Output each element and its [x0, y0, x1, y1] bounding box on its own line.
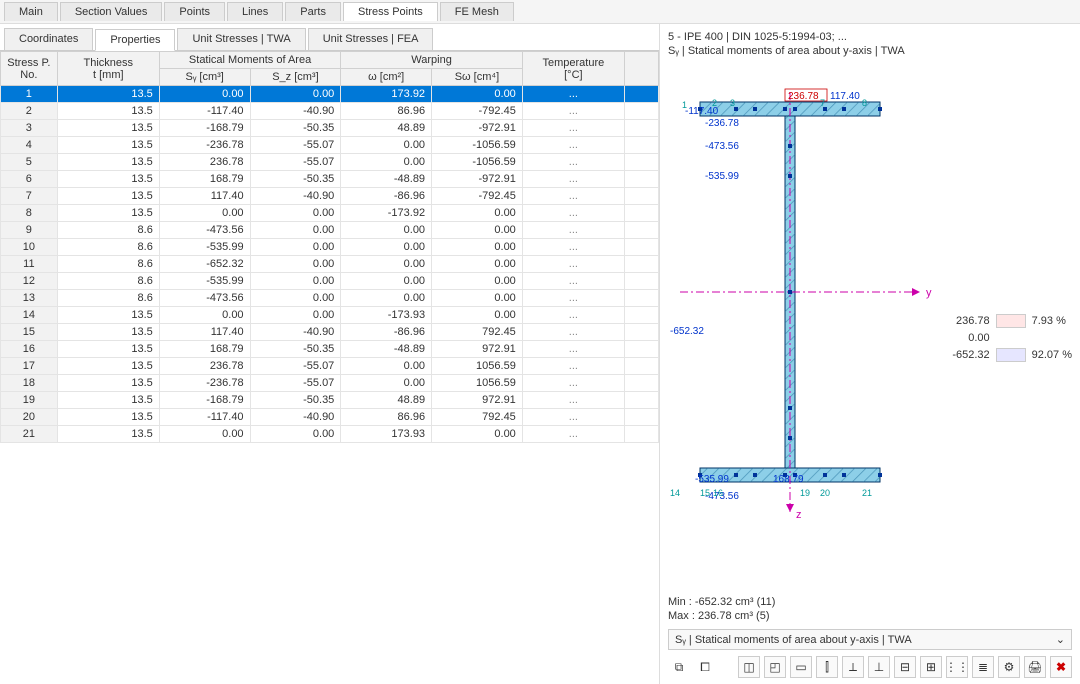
- table-row[interactable]: 213.5-117.40-40.9086.96-792.45...: [1, 103, 659, 120]
- table-row[interactable]: 113.50.000.00173.920.00...: [1, 86, 659, 103]
- table-row[interactable]: 138.6-473.560.000.000.00...: [1, 290, 659, 307]
- toolbar-button[interactable]: ⧉: [668, 656, 690, 678]
- toolbar-button-8[interactable]: ⋮⋮: [946, 656, 968, 678]
- toolbar-button[interactable]: ⧠: [694, 656, 716, 678]
- table-row[interactable]: 513.5236.78-55.070.00-1056.59...: [1, 154, 659, 171]
- svg-text:19: 19: [800, 488, 810, 498]
- top-tab-main[interactable]: Main: [4, 2, 58, 21]
- toolbar-button-12[interactable]: ✖: [1050, 656, 1072, 678]
- table-row[interactable]: 1713.5236.78-55.070.001056.59...: [1, 358, 659, 375]
- table-row[interactable]: 1813.5-236.78-55.070.001056.59...: [1, 375, 659, 392]
- svg-text:-535.99: -535.99: [705, 171, 739, 182]
- toolbar-button-3[interactable]: ⫿: [816, 656, 838, 678]
- table-row[interactable]: 118.6-652.320.000.000.00...: [1, 256, 659, 273]
- toolbar-button-7[interactable]: ⊞: [920, 656, 942, 678]
- sub-tab-3[interactable]: Unit Stresses | FEA: [308, 28, 434, 50]
- toolbar-button-9[interactable]: ≣: [972, 656, 994, 678]
- table-row[interactable]: 1613.5168.79-50.35-48.89972.91...: [1, 341, 659, 358]
- sub-tab-1[interactable]: Properties: [95, 29, 175, 51]
- svg-text:168.79: 168.79: [773, 474, 804, 485]
- toolbar-button-0[interactable]: ◫: [738, 656, 760, 678]
- svg-text:117.40: 117.40: [830, 91, 860, 102]
- diagram-area: yz-117.40236.78117.40-236.78-473.56-535.…: [668, 64, 1072, 589]
- svg-text:-535.99: -535.99: [695, 474, 729, 485]
- top-tab-points[interactable]: Points: [164, 2, 225, 21]
- legend: 236.787.93 %0.00-652.3292.07 %: [940, 314, 1072, 366]
- left-panel: CoordinatesPropertiesUnit Stresses | TWA…: [0, 24, 660, 684]
- svg-text:7: 7: [820, 98, 825, 108]
- toolbar-button-6[interactable]: ⊟: [894, 656, 916, 678]
- result-dropdown[interactable]: Sᵧ | Statical moments of area about y-ax…: [668, 629, 1072, 650]
- svg-text:2: 2: [712, 98, 717, 108]
- sub-tab-0[interactable]: Coordinates: [4, 28, 93, 50]
- top-tab-lines[interactable]: Lines: [227, 2, 283, 21]
- svg-text:16: 16: [713, 488, 723, 498]
- toolbar-button-1[interactable]: ◰: [764, 656, 786, 678]
- toolbar-button-4[interactable]: ⟂: [842, 656, 864, 678]
- table-row[interactable]: 613.5168.79-50.35-48.89-972.91...: [1, 171, 659, 188]
- main-area: CoordinatesPropertiesUnit Stresses | TWA…: [0, 24, 1080, 684]
- svg-text:1: 1: [682, 100, 687, 110]
- section-title: 5 - IPE 400 | DIN 1025-5:1994-03; ...: [668, 30, 1072, 44]
- svg-text:21: 21: [862, 488, 872, 498]
- toolbar-button-11[interactable]: 🖨: [1024, 656, 1046, 678]
- min-max: Min : -652.32 cm³ (11) Max : 236.78 cm³ …: [668, 595, 1072, 623]
- toolbar-button-2[interactable]: ▭: [790, 656, 812, 678]
- svg-text:236.78: 236.78: [788, 91, 819, 102]
- table-row[interactable]: 2113.50.000.00173.930.00...: [1, 426, 659, 443]
- svg-text:14: 14: [670, 488, 680, 498]
- chevron-down-icon: ⌄: [1056, 633, 1065, 646]
- bottom-toolbar: ⧉⧠ ◫◰▭⫿⟂⊥⊟⊞⋮⋮≣⚙🖨✖: [668, 654, 1072, 680]
- table-row[interactable]: 713.5117.40-40.90-86.96-792.45...: [1, 188, 659, 205]
- top-tab-parts[interactable]: Parts: [285, 2, 341, 21]
- section-subtitle: Sᵧ | Statical moments of area about y-ax…: [668, 44, 1072, 58]
- table-row[interactable]: 98.6-473.560.000.000.00...: [1, 222, 659, 239]
- stress-points-table: Stress P.No.Thicknesst [mm]Statical Mome…: [0, 51, 659, 443]
- top-tab-stress-points[interactable]: Stress Points: [343, 2, 438, 21]
- svg-text:20: 20: [820, 488, 830, 498]
- right-panel: 5 - IPE 400 | DIN 1025-5:1994-03; ... Sᵧ…: [660, 24, 1080, 684]
- svg-text:3: 3: [730, 98, 735, 108]
- table-row[interactable]: 108.6-535.990.000.000.00...: [1, 239, 659, 256]
- svg-text:z: z: [796, 509, 802, 521]
- sub-tab-2[interactable]: Unit Stresses | TWA: [177, 28, 305, 50]
- table-row[interactable]: 813.50.000.00-173.920.00...: [1, 205, 659, 222]
- top-tab-section-values[interactable]: Section Values: [60, 2, 163, 21]
- sub-tabs: CoordinatesPropertiesUnit Stresses | TWA…: [0, 24, 659, 51]
- svg-text:8: 8: [862, 98, 867, 108]
- table-row[interactable]: 313.5-168.79-50.3548.89-972.91...: [1, 120, 659, 137]
- top-tab-fe-mesh[interactable]: FE Mesh: [440, 2, 514, 21]
- table-row[interactable]: 1413.50.000.00-173.930.00...: [1, 307, 659, 324]
- svg-text:15: 15: [700, 488, 710, 498]
- table-row[interactable]: 128.6-535.990.000.000.00...: [1, 273, 659, 290]
- min-line: Min : -652.32 cm³ (11): [668, 595, 1072, 609]
- svg-text:-652.32: -652.32: [670, 326, 704, 337]
- svg-text:y: y: [926, 287, 932, 299]
- table-row[interactable]: 413.5-236.78-55.070.00-1056.59...: [1, 137, 659, 154]
- svg-text:-236.78: -236.78: [705, 118, 739, 129]
- top-tabs: MainSection ValuesPointsLinesPartsStress…: [0, 0, 1080, 24]
- toolbar-button-10[interactable]: ⚙: [998, 656, 1020, 678]
- svg-text:-473.56: -473.56: [705, 141, 739, 152]
- table-row[interactable]: 2013.5-117.40-40.9086.96792.45...: [1, 409, 659, 426]
- toolbar-button-5[interactable]: ⊥: [868, 656, 890, 678]
- table-row[interactable]: 1913.5-168.79-50.3548.89972.91...: [1, 392, 659, 409]
- max-line: Max : 236.78 cm³ (5): [668, 609, 1072, 623]
- table-row[interactable]: 1513.5117.40-40.90-86.96792.45...: [1, 324, 659, 341]
